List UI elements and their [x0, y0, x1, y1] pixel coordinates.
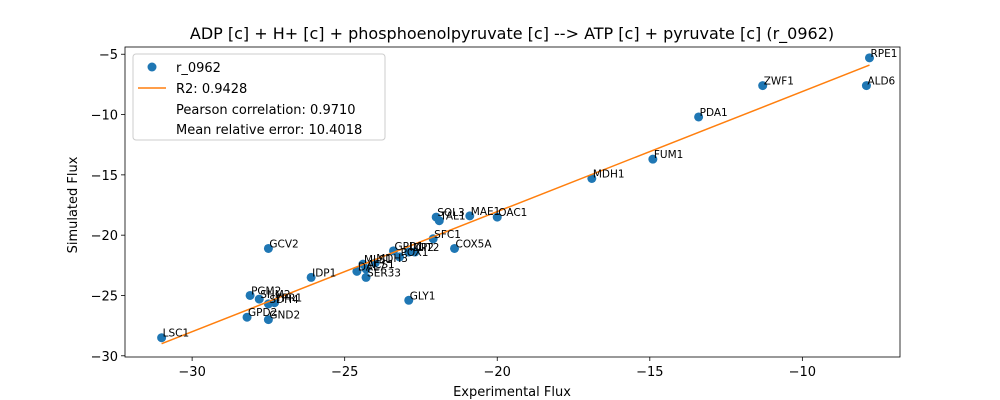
point-label: PGM2: [251, 285, 281, 297]
data-point: [157, 333, 167, 343]
y-tick-label: −15: [91, 169, 118, 184]
y-tick-label: −10: [91, 109, 118, 124]
data-point: [465, 211, 475, 221]
data-point: [861, 81, 871, 91]
x-tick-label: −30: [178, 365, 205, 380]
point-label: SDH4: [269, 294, 299, 306]
data-point: [263, 299, 273, 309]
data-point: [434, 216, 444, 226]
x-tick-label: −15: [636, 365, 663, 380]
data-point: [352, 266, 362, 276]
point-label: GPD2: [248, 307, 277, 319]
point-label: SER33: [367, 267, 401, 279]
x-axis-label: Experimental Flux: [453, 385, 571, 400]
point-label: OAC1: [498, 207, 527, 219]
point-label: SOL3: [437, 207, 464, 219]
point-label: SHM2: [260, 289, 290, 301]
data-point: [758, 81, 768, 91]
point-label: MLS1: [364, 254, 392, 266]
point-label: MDH1: [593, 168, 625, 180]
x-tick-label: −10: [789, 365, 816, 380]
data-point: [263, 243, 273, 253]
fit-line: [161, 64, 870, 345]
point-label: DAL7: [358, 261, 386, 273]
legend-entry: R2: 0.9428: [176, 82, 247, 97]
data-point: [864, 53, 874, 63]
data-point: [361, 264, 371, 274]
data-point: [587, 173, 597, 183]
y-tick-label: −30: [91, 350, 118, 365]
legend-entry: Pearson correlation: 0.9710: [176, 103, 356, 118]
point-label: GCV2: [269, 238, 298, 250]
data-point: [263, 315, 273, 325]
y-tick-label: −5: [99, 48, 118, 63]
data-point: [492, 212, 502, 222]
legend-marker-points: [147, 62, 157, 72]
y-tick-label: −25: [91, 289, 118, 304]
point-label: ALD6: [867, 76, 895, 88]
point-label: COX5A: [456, 238, 493, 250]
point-label: ZWF1: [764, 76, 794, 88]
chart-title: ADP [c] + H+ [c] + phosphoenolpyruvate […: [190, 24, 834, 44]
data-point: [361, 272, 371, 282]
point-label: MAE1: [471, 206, 501, 218]
data-point: [648, 154, 658, 164]
data-point: [450, 243, 460, 253]
data-point: [395, 252, 405, 262]
data-point: [306, 272, 316, 282]
point-label: GPD1: [395, 241, 424, 253]
data-point: [694, 112, 704, 122]
plot-area: −30 −25 −20 −15 −10 −30 −25 −20 −15 −10 −5 RPE1 ZWF1…: [91, 46, 901, 380]
point-label: YPR1: [275, 293, 303, 305]
x-tick-label: −20: [484, 365, 511, 380]
point-label: IDP2: [410, 242, 434, 254]
legend-entry: Mean relative error: 10.4018: [176, 123, 362, 138]
x-tick-label: −25: [331, 365, 358, 380]
point-label: CIT2: [416, 242, 440, 254]
y-tick-label: −20: [91, 229, 118, 244]
point-label: LSC1: [163, 328, 190, 340]
data-point: [404, 295, 414, 305]
point-label: SFC1: [434, 229, 461, 241]
point-label: MDH3: [376, 253, 408, 265]
legend-entry: r_0962: [176, 61, 221, 76]
point-label: GLY1: [410, 290, 436, 302]
point-label: POX1: [401, 247, 429, 259]
data-point: [404, 247, 414, 257]
point-label: IDP1: [312, 267, 336, 279]
legend-box: [132, 53, 386, 141]
point-label: TAL1: [439, 211, 465, 223]
point-label: ACS1: [367, 259, 395, 271]
point-label: RPE1: [870, 48, 897, 60]
point-label: GND2: [269, 310, 300, 322]
point-label: FUM1: [654, 149, 683, 161]
point-label: PDA1: [700, 107, 728, 119]
data-point: [254, 294, 264, 304]
data-point: [245, 290, 255, 300]
y-axis-label: Simulated Flux: [66, 156, 81, 253]
plot-frame: [124, 46, 901, 358]
data-point: [242, 312, 252, 322]
